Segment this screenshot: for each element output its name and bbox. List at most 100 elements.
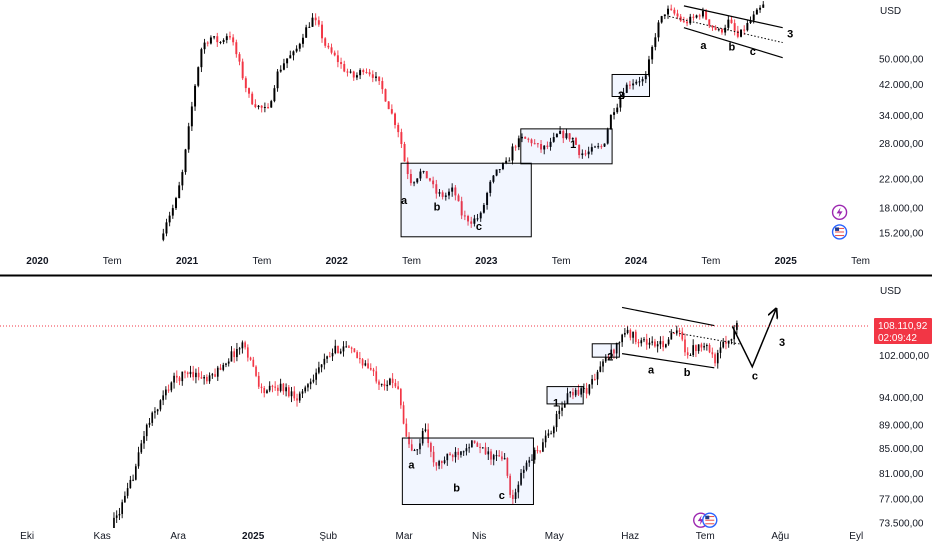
candle-body: [465, 448, 468, 452]
candle-body: [121, 502, 124, 514]
candle-body: [467, 216, 470, 222]
candle-body: [279, 69, 282, 72]
channel-lower-line[interactable]: [621, 353, 715, 369]
candle-body: [552, 427, 555, 434]
x-tick-label: 2025: [242, 531, 265, 542]
candle-body: [752, 14, 755, 21]
channel-upper-line[interactable]: [683, 5, 783, 29]
candle-body: [244, 342, 246, 348]
candle-body: [227, 361, 230, 364]
candle-body: [724, 27, 727, 33]
candle-body: [355, 75, 358, 78]
candle-body: [432, 451, 435, 463]
candle-body: [470, 221, 473, 224]
candle-body: [309, 381, 312, 385]
candle-body: [209, 37, 212, 44]
candle-body: [206, 376, 208, 382]
candle-body: [562, 130, 565, 139]
candle-body: [550, 433, 552, 435]
candle-body: [413, 450, 416, 452]
candle-body: [225, 363, 227, 365]
x-tick-label: Ağu: [771, 531, 789, 542]
candle-body: [540, 144, 543, 150]
consolidation-box[interactable]: [401, 437, 534, 506]
us-flag-icon[interactable]: [831, 224, 848, 240]
x-tick-label: Mar: [396, 531, 414, 542]
candle-body: [678, 330, 681, 332]
candle-body: [603, 143, 606, 147]
candle-body: [249, 357, 252, 360]
candle-body: [588, 384, 591, 394]
consolidation-box[interactable]: [520, 128, 613, 165]
candle-body: [230, 351, 233, 362]
consolidation-box[interactable]: [611, 73, 651, 97]
candle-body: [568, 133, 571, 140]
candle-body: [484, 447, 487, 455]
candle-body: [353, 348, 356, 353]
currency-label: USD: [880, 286, 901, 297]
candle-body: [762, 4, 765, 8]
candle-body: [162, 233, 165, 240]
candle-body: [722, 341, 725, 348]
candle-body: [720, 29, 723, 33]
candle-body: [613, 349, 615, 354]
candle-body: [449, 453, 451, 456]
projection-arrow[interactable]: [731, 310, 775, 369]
wave-label: a: [700, 40, 707, 52]
flag-stripe: [705, 516, 715, 518]
candle-body: [290, 391, 293, 397]
candle-body: [457, 195, 460, 202]
lightning-icon[interactable]: [831, 204, 848, 221]
candle-body: [479, 212, 482, 219]
candle-body: [236, 349, 238, 358]
candle-body: [569, 391, 572, 394]
candle-body: [225, 36, 228, 41]
candle-body: [615, 342, 618, 354]
x-tick-label: Şub: [319, 531, 337, 542]
candle-body: [705, 10, 708, 20]
candle-body: [173, 375, 175, 383]
x-tick-label: Nis: [472, 531, 486, 542]
candle-body: [587, 151, 590, 155]
consolidation-box[interactable]: [400, 162, 532, 238]
wave-label: 3: [787, 28, 793, 40]
candle-body: [581, 153, 584, 156]
candle-body: [428, 178, 431, 181]
wave-label: a: [401, 195, 408, 207]
candle-body: [566, 393, 569, 404]
candle-body: [656, 344, 659, 347]
candle-body: [708, 344, 711, 353]
consolidation-box[interactable]: [546, 386, 584, 405]
candle-body: [273, 88, 276, 102]
flag-canton: [835, 227, 840, 231]
channel-upper-line[interactable]: [621, 306, 715, 327]
candle-body: [482, 204, 485, 213]
candle-body: [626, 329, 629, 334]
candle-body: [267, 107, 270, 109]
candle-body: [711, 25, 714, 28]
candle-body: [181, 371, 184, 382]
x-tick-label: Tem: [696, 531, 715, 542]
channel-mid-line[interactable]: [668, 331, 742, 345]
candle-body: [667, 8, 669, 15]
consolidation-box[interactable]: [591, 343, 620, 358]
candle-body: [632, 83, 635, 86]
candle-body: [558, 410, 561, 414]
us-flag-icon[interactable]: [702, 512, 718, 528]
candle-body: [408, 436, 410, 445]
channel-lower-line[interactable]: [683, 27, 783, 59]
candle-body: [154, 411, 156, 413]
candle-body: [645, 339, 648, 345]
candle-body: [134, 466, 137, 480]
candle-body: [307, 384, 309, 388]
candle-body: [200, 49, 203, 68]
candle-body: [743, 29, 746, 31]
candle-body: [222, 364, 225, 370]
candle-body: [473, 218, 476, 224]
candle-body: [348, 346, 350, 348]
candle-body: [514, 146, 517, 148]
candle-body: [266, 390, 268, 394]
candle-body: [663, 14, 666, 17]
candle-body: [451, 187, 454, 192]
